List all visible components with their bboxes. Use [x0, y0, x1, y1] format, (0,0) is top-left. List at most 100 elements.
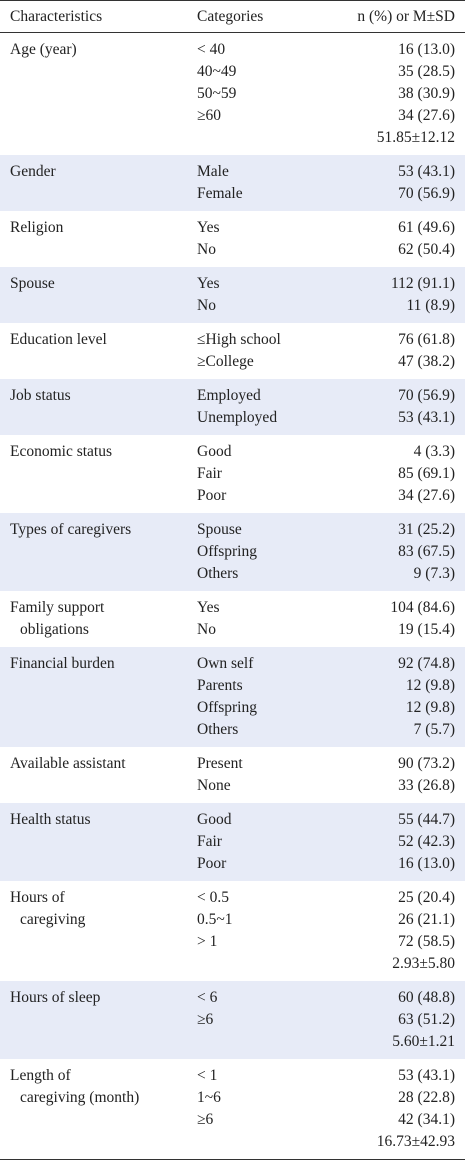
characteristic: Hours of sleep — [10, 989, 101, 1006]
value: 85 (69.1) — [398, 465, 455, 482]
category-cell: Employed Unemployed — [197, 385, 337, 429]
category: Offspring — [197, 543, 257, 560]
category: Offspring — [197, 699, 257, 716]
category: Parents — [197, 677, 243, 694]
value-cell: 70 (56.9) 53 (43.1) — [337, 385, 455, 429]
category: > 1 — [197, 933, 218, 950]
value-cell: 16 (13.0) 35 (28.5) 38 (30.9) 34 (27.6) 51.8… — [337, 39, 455, 149]
header-cell: Categories — [197, 7, 264, 25]
category: No — [197, 621, 216, 638]
characteristic: Education level — [10, 331, 107, 348]
category: < 1 — [197, 1067, 218, 1084]
table-row: Job status Employed Unemployed 70 (56.9) 53 … — [0, 379, 465, 435]
value: 11 (8.9) — [406, 297, 456, 314]
characteristic: Age (year) — [10, 41, 77, 58]
category: Spouse — [197, 521, 242, 538]
value-cell: 4 (3.3) 85 (69.1) 34 (27.6) — [337, 441, 455, 507]
category: No — [197, 241, 216, 258]
value-cell: 55 (44.7) 52 (42.3) 16 (13.0) — [337, 809, 455, 875]
characteristic: Length of — [10, 1067, 71, 1084]
table-row: Economic status Good Fair Poor 4 (3.3) 85 (69… — [0, 435, 465, 513]
value: 76 (61.8) — [398, 331, 455, 348]
category: ≥6 — [197, 1111, 214, 1128]
value: 28 (22.8) — [398, 1089, 455, 1106]
table-row: Financial burden Own self Parents Offspring… — [0, 647, 465, 747]
table-row: Available assistant Present None 90 (73.2) 3… — [0, 747, 465, 803]
value-cell: 76 (61.8) 47 (38.2) — [337, 329, 455, 373]
value: 5.60±1.21 — [392, 1033, 455, 1050]
characteristic: Health status — [10, 811, 91, 828]
value-cell: 31 (25.2) 83 (67.5) 9 (7.3) — [337, 519, 455, 585]
value: 70 (56.9) — [398, 185, 455, 202]
table-row: Hours of sleep < 6 ≥6 60 (48.8) 63 (51.2) 5.6… — [0, 981, 465, 1059]
value: 4 (3.3) — [413, 443, 455, 460]
characteristic-cell: Types of caregivers — [0, 519, 197, 585]
value: 2.93±5.80 — [392, 955, 455, 972]
category: Fair — [197, 833, 222, 850]
value: 62 (50.4) — [398, 241, 455, 258]
category-cell: Good Fair Poor — [197, 441, 337, 507]
value-cell: 60 (48.8) 63 (51.2) 5.60±1.21 — [337, 987, 455, 1053]
category: < 40 — [197, 41, 226, 58]
category-cell: < 0.5 0.5~1 > 1 — [197, 887, 337, 975]
header-cell: n (%) or M±SD — [357, 7, 455, 25]
value: 53 (43.1) — [398, 163, 455, 180]
value: 92 (74.8) — [398, 655, 455, 672]
empty-line — [197, 953, 337, 975]
category: Yes — [197, 219, 220, 236]
empty-line — [197, 1131, 337, 1153]
category-cell: Present None — [197, 753, 337, 797]
characteristic: caregiving — [20, 911, 86, 928]
value: 16.73±42.93 — [376, 1133, 455, 1150]
category: Yes — [197, 275, 220, 292]
category: 0.5~1 — [197, 911, 233, 928]
empty-line — [197, 1031, 337, 1053]
value: 72 (58.5) — [398, 933, 455, 950]
table-row: Religion Yes No 61 (49.6) 62 (50.4) — [0, 211, 465, 267]
characteristic: Types of caregivers — [10, 521, 132, 538]
value: 53 (43.1) — [398, 409, 455, 426]
category: < 0.5 — [197, 889, 229, 906]
value: 19 (15.4) — [398, 621, 455, 638]
table-row: Hours of caregiving < 0.5 0.5~1 > 1 25 (20.4)… — [0, 881, 465, 981]
category: 1~6 — [197, 1089, 221, 1106]
category: 40~49 — [197, 63, 237, 80]
characteristic-cell: Financial burden — [0, 653, 197, 741]
characteristic: Economic status — [10, 443, 113, 460]
value: 9 (7.3) — [413, 565, 455, 582]
value: 104 (84.6) — [390, 599, 455, 616]
category: ≥60 — [197, 107, 222, 124]
value: 7 (5.7) — [413, 721, 455, 738]
characteristic: Gender — [10, 163, 56, 180]
category-cell: Spouse Offspring Others — [197, 519, 337, 585]
category: Good — [197, 443, 232, 460]
value: 90 (73.2) — [398, 755, 455, 772]
value-cell: 104 (84.6) 19 (15.4) — [337, 597, 455, 641]
value-cell: 53 (43.1) 28 (22.8) 42 (34.1) 16.73±42.93 — [337, 1065, 455, 1153]
characteristic: Hours of — [10, 889, 65, 906]
value: 52 (42.3) — [398, 833, 455, 850]
table-row: Spouse Yes No 112 (91.1) 11 (8.9) — [0, 267, 465, 323]
value: 112 (91.1) — [391, 275, 455, 292]
value: 34 (27.6) — [398, 487, 455, 504]
category: Female — [197, 185, 243, 202]
value: 38 (30.9) — [398, 85, 455, 102]
characteristic: Family support — [10, 599, 105, 616]
table-row: Length of caregiving (month) < 1 1~6 ≥6 53 (4… — [0, 1059, 465, 1159]
category: Others — [197, 721, 239, 738]
value: 63 (51.2) — [398, 1011, 455, 1028]
category-cell: Yes No — [197, 597, 337, 641]
value: 35 (28.5) — [398, 63, 455, 80]
value: 26 (21.1) — [398, 911, 455, 928]
category-cell: < 6 ≥6 — [197, 987, 337, 1053]
table-row: Age (year) < 40 40~49 50~59 ≥60 16 (13.0) 35 (… — [0, 33, 465, 155]
value-cell: 25 (20.4) 26 (21.1) 72 (58.5) 2.93±5.80 — [337, 887, 455, 975]
value: 16 (13.0) — [398, 855, 455, 872]
value: 61 (49.6) — [398, 219, 455, 236]
characteristic-cell: Age (year) — [0, 39, 197, 149]
value: 83 (67.5) — [398, 543, 455, 560]
header-row: Characteristics Categories n (%) or M±SD — [0, 1, 465, 33]
value-cell: 112 (91.1) 11 (8.9) — [337, 273, 455, 317]
value: 33 (26.8) — [398, 777, 455, 794]
characteristic-cell: Hours of caregiving — [0, 887, 197, 975]
